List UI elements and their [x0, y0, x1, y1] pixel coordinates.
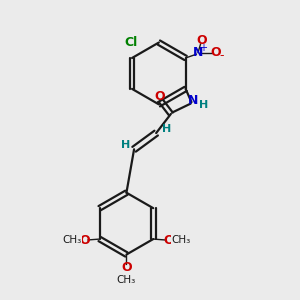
- Text: CH₃: CH₃: [62, 235, 82, 245]
- Text: +: +: [199, 43, 207, 53]
- Text: H: H: [121, 140, 130, 150]
- Text: Cl: Cl: [124, 36, 137, 49]
- Text: O: O: [196, 34, 207, 47]
- Text: -: -: [220, 49, 224, 62]
- Text: N: N: [188, 94, 198, 107]
- Text: CH₃: CH₃: [117, 275, 136, 285]
- Text: O: O: [79, 234, 90, 247]
- Text: O: O: [163, 234, 174, 247]
- Text: O: O: [210, 46, 221, 59]
- Text: H: H: [199, 100, 208, 110]
- Text: CH₃: CH₃: [171, 235, 190, 245]
- Text: H: H: [162, 124, 171, 134]
- Text: N: N: [193, 46, 203, 59]
- Text: O: O: [121, 261, 132, 274]
- Text: O: O: [154, 90, 165, 104]
